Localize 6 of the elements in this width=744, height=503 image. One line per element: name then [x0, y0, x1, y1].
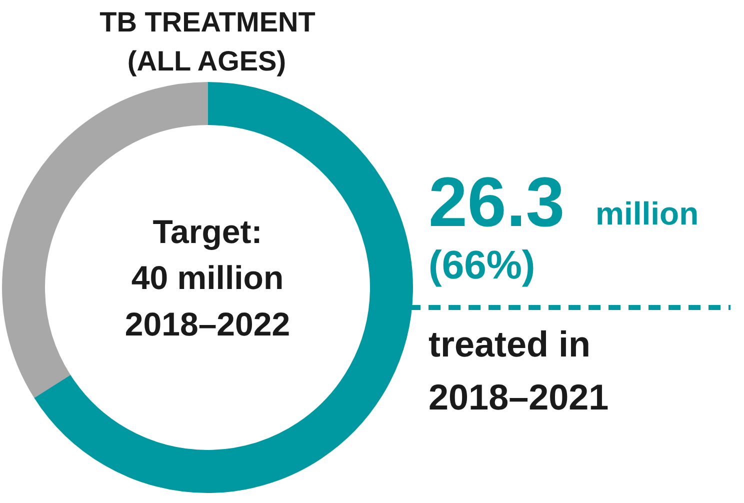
text: Target: 40 million 2018–2022	[124, 212, 290, 342]
text: (66%)	[428, 244, 536, 288]
chart-title: TB TREATMENT (ALL AGES)	[100, 6, 316, 76]
text: treated in 2018–2021	[428, 323, 609, 418]
text: million	[596, 196, 699, 232]
text: 26.3	[428, 163, 565, 241]
